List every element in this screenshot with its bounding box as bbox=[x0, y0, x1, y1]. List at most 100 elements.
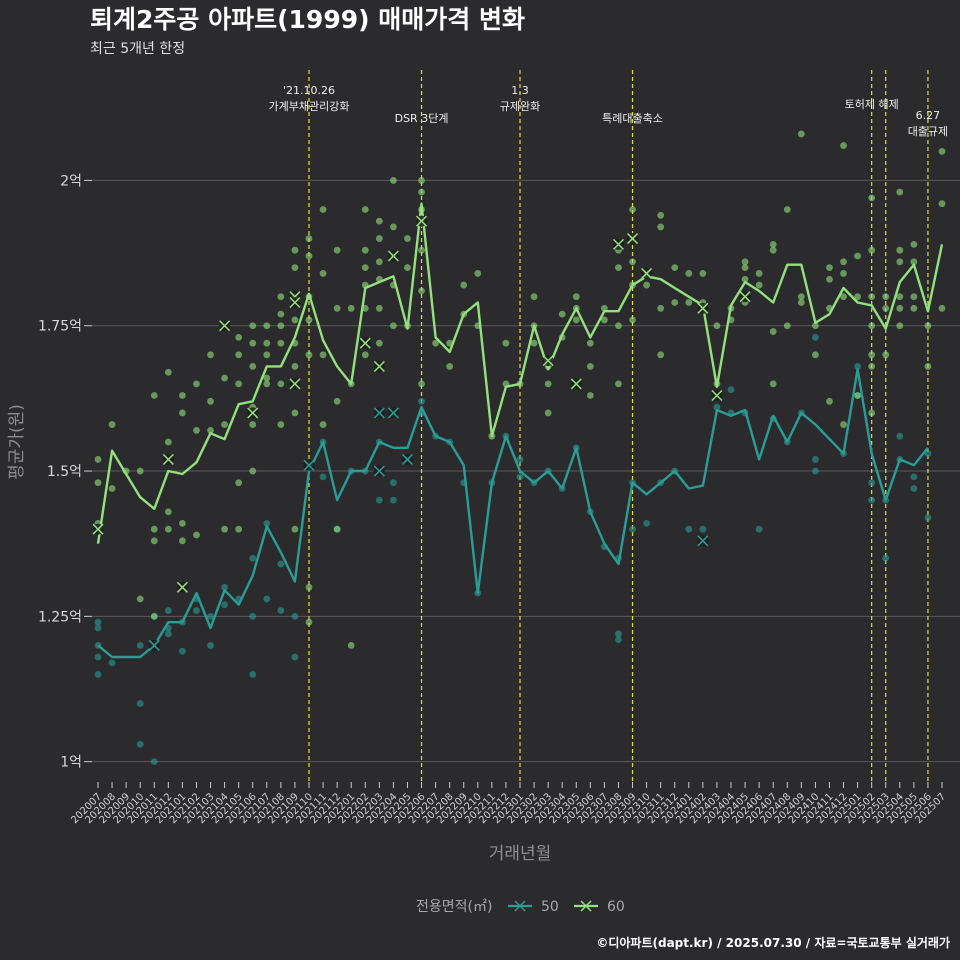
data-point-60 bbox=[207, 351, 214, 359]
data-point-60 bbox=[896, 322, 904, 330]
data-point-60 bbox=[938, 200, 946, 208]
data-point-50 bbox=[643, 519, 650, 527]
cancelled-marker-x bbox=[697, 302, 709, 314]
data-point-60 bbox=[629, 316, 636, 324]
cancelled-marker-x bbox=[416, 215, 428, 227]
cancelled-marker-x bbox=[387, 250, 399, 262]
chart-title: 퇴계2주공 아파트(1999) 매매가격 변화 bbox=[90, 5, 525, 34]
data-point-60 bbox=[671, 264, 679, 272]
data-point-50 bbox=[812, 333, 819, 341]
data-point-60 bbox=[769, 246, 777, 254]
data-point-50 bbox=[910, 485, 918, 492]
cancelled-marker-60 bbox=[739, 291, 751, 303]
cancelled-marker-x bbox=[570, 378, 582, 390]
data-point-60 bbox=[291, 264, 299, 272]
data-point-60 bbox=[783, 206, 791, 213]
data-point-50 bbox=[615, 636, 622, 643]
data-point-50 bbox=[699, 525, 707, 533]
data-point-60 bbox=[94, 479, 102, 487]
data-point-60 bbox=[375, 339, 383, 347]
cancelled-marker-x bbox=[739, 291, 751, 303]
cancelled-marker-x bbox=[387, 407, 399, 419]
legend-marker-60 bbox=[580, 900, 592, 912]
data-point-60 bbox=[375, 235, 383, 242]
y-tick-label: 2억 bbox=[60, 173, 82, 189]
cancelled-marker-x bbox=[627, 233, 639, 245]
data-point-60 bbox=[868, 322, 876, 330]
data-point-60 bbox=[741, 264, 749, 272]
x-axis-ticks: 2020072020082020092020102020112020122021… bbox=[69, 782, 948, 826]
y-axis-title: 평균가(원) bbox=[7, 404, 27, 480]
cancelled-marker-60 bbox=[289, 296, 301, 309]
data-point-60 bbox=[319, 206, 327, 213]
data-point-60 bbox=[136, 467, 144, 475]
data-point-60 bbox=[544, 409, 552, 417]
data-point-60 bbox=[868, 363, 876, 370]
data-point-60 bbox=[840, 142, 847, 149]
cancelled-marker-60 bbox=[219, 320, 231, 332]
data-point-60 bbox=[868, 194, 876, 202]
data-point-60 bbox=[741, 258, 749, 266]
data-point-60 bbox=[277, 293, 285, 301]
data-point-60 bbox=[263, 351, 271, 359]
event-label: 특례대출축소 bbox=[602, 112, 663, 125]
data-point-60 bbox=[446, 363, 454, 370]
cancelled-marker-60 bbox=[247, 407, 259, 419]
data-point-60 bbox=[207, 397, 214, 405]
data-point-50 bbox=[854, 363, 861, 370]
data-point-60 bbox=[235, 351, 243, 359]
y-tick-label: 1.75억 bbox=[38, 319, 82, 335]
data-point-50 bbox=[319, 473, 327, 481]
data-point-60 bbox=[108, 485, 116, 492]
data-point-50 bbox=[882, 554, 890, 562]
data-point-60 bbox=[910, 293, 918, 301]
data-point-60 bbox=[685, 270, 693, 277]
cancelled-marker-50 bbox=[387, 407, 399, 419]
data-point-60 bbox=[530, 339, 538, 347]
cancelled-marker-x bbox=[542, 355, 554, 367]
data-point-60 bbox=[615, 322, 622, 330]
cancelled-marker-x bbox=[148, 639, 160, 651]
data-point-60 bbox=[164, 368, 172, 376]
legend-title: 전용면적(㎡) bbox=[416, 899, 492, 915]
data-point-60 bbox=[277, 380, 285, 388]
data-point-60 bbox=[277, 310, 285, 318]
cancelled-marker-60 bbox=[697, 302, 709, 314]
data-point-50 bbox=[812, 456, 819, 463]
data-point-60 bbox=[432, 339, 439, 347]
data-point-60 bbox=[333, 304, 341, 312]
data-point-60 bbox=[390, 322, 397, 330]
cancelled-marker-x bbox=[373, 407, 385, 419]
data-point-60 bbox=[643, 281, 650, 289]
data-point-60 bbox=[361, 246, 369, 254]
data-point-50 bbox=[249, 671, 257, 678]
data-point-50 bbox=[390, 479, 397, 487]
data-point-60 bbox=[418, 287, 425, 295]
data-point-60 bbox=[741, 275, 749, 283]
data-point-60 bbox=[896, 304, 904, 312]
cancelled-marker-x bbox=[373, 360, 385, 372]
data-point-50 bbox=[221, 583, 229, 591]
data-point-60 bbox=[896, 246, 904, 254]
data-point-60 bbox=[854, 392, 861, 399]
data-point-60 bbox=[333, 397, 341, 405]
cancelled-marker-x bbox=[711, 389, 723, 402]
data-point-60 bbox=[390, 177, 397, 184]
data-point-60 bbox=[249, 467, 257, 475]
data-point-60 bbox=[235, 333, 243, 341]
data-point-60 bbox=[572, 293, 580, 301]
data-point-60 bbox=[685, 299, 693, 306]
source-caption: ©디아파트(dapt.kr) / 2025.07.30 / 자료=국토교통부 실… bbox=[596, 935, 950, 950]
data-point-60 bbox=[136, 595, 144, 603]
data-point-50 bbox=[193, 607, 200, 614]
legend-label-50: 50 bbox=[541, 899, 559, 915]
data-point-60 bbox=[797, 130, 805, 138]
data-point-50 bbox=[249, 554, 257, 562]
data-point-50 bbox=[812, 467, 819, 475]
cancelled-marker-60 bbox=[711, 389, 723, 402]
data-point-60 bbox=[291, 409, 299, 417]
data-point-50 bbox=[179, 647, 186, 655]
cancelled-marker-x bbox=[247, 407, 259, 419]
data-point-60 bbox=[418, 177, 425, 184]
